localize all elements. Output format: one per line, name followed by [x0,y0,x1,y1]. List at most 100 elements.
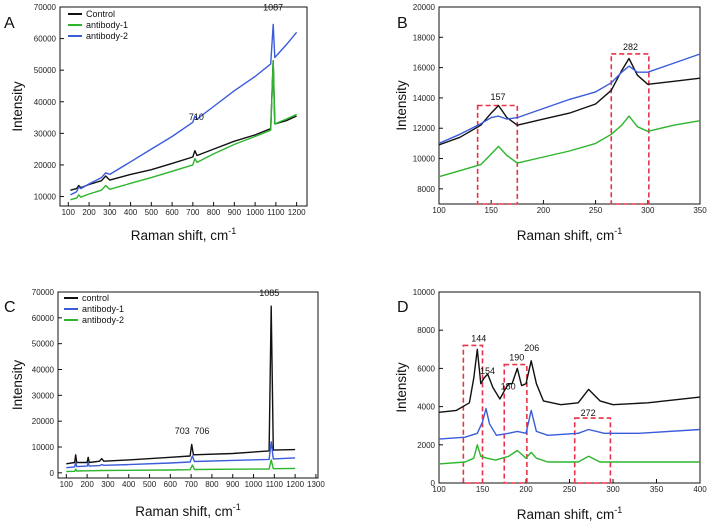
x-tick-label: 1200 [288,208,306,217]
y-tick-label: 20000 [413,3,436,12]
x-tick-label: 700 [186,208,200,217]
highlight-box [610,53,650,205]
y-axis-title: Intensity [394,362,409,413]
x-tick-label: 100 [432,485,446,494]
peak-label: 706 [194,426,209,436]
plot-frame [57,291,319,479]
x-tick-label: 500 [143,480,157,489]
y-tick-label: 2000 [417,441,435,450]
x-tick-label: 800 [205,480,219,489]
x-tick-label: 350 [650,485,664,494]
series-line-Control [70,60,297,191]
panel-C: 100 200 300 400 500 600 700 800 900 1000 1100 1200 1… [10,288,325,519]
y-tick-label: 10000 [413,288,436,297]
panel-A: 100 200 300 400 500 600 700 800 900 1000 1100 1200 1… [10,2,308,243]
peak-label: 206 [524,343,539,353]
peak-label: 1085 [259,288,279,298]
y-tick-label: 40000 [32,366,55,375]
series-line-antibody-2 [438,407,701,440]
x-tick-label: 1200 [286,480,304,489]
y-tick-label: 70000 [32,288,55,297]
panel-D: 100 150 200 250 300 350 4000200040006000800010… [394,288,707,522]
series-line-antibody-1 [70,60,297,201]
x-tick-label: 800 [207,208,221,217]
x-tick-label: 1300 [307,480,325,489]
x-tick-label: 1000 [245,480,263,489]
x-axis-title: Raman shift, cm-1 [517,226,623,243]
series-line-antibody-1 [438,444,700,465]
y-tick-label: 8000 [417,326,435,335]
legend-entry: Control [86,9,115,19]
peak-label: 272 [581,408,596,418]
legend-entry: antibody-1 [82,304,124,314]
peak-label: 710 [189,112,204,122]
x-tick-label: 1000 [246,208,264,217]
y-tick-label: 50000 [32,340,55,349]
x-tick-label: 200 [80,480,94,489]
x-axis-title: Raman shift, cm-1 [517,505,623,522]
y-tick-label: 30000 [34,129,57,138]
peak-label: 144 [471,334,486,344]
x-tick-label: 100 [62,208,76,217]
highlight-box [476,104,519,205]
peak-label: 703 [175,426,190,436]
x-tick-label: 600 [164,480,178,489]
x-tick-label: 900 [228,208,242,217]
y-tick-label: 70000 [34,3,57,12]
peak-label: 154 [480,366,495,376]
x-tick-label: 300 [641,206,655,215]
x-tick-label: 100 [432,206,446,215]
x-tick-label: 150 [476,485,490,494]
x-tick-label: 250 [563,485,577,494]
panel-label-C: C [4,299,16,316]
x-tick-label: 250 [589,206,603,215]
peak-label: 157 [491,92,506,102]
x-tick-label: 900 [226,480,240,489]
y-tick-label: 12000 [413,124,436,133]
x-tick-label: 300 [103,208,117,217]
y-tick-label: 8000 [417,185,435,194]
y-tick-label: 16000 [413,64,436,73]
x-tick-label: 350 [693,206,707,215]
x-tick-label: 300 [606,485,620,494]
peak-label: 180 [501,381,516,391]
y-tick-label: 0 [431,479,436,488]
x-tick-label: 300 [101,480,115,489]
x-tick-label: 400 [122,480,136,489]
x-tick-label: 200 [537,206,551,215]
x-tick-label: 400 [693,485,707,494]
highlight-box [462,344,484,484]
panel-label-A: A [4,15,15,32]
y-tick-label: 60000 [34,35,57,44]
y-tick-label: 40000 [34,98,57,107]
panel-B: 100 150 200 250 300 350 8000 10000 12000 14000 160… [394,3,707,243]
y-tick-label: 30000 [32,391,55,400]
peak-label: 190 [509,353,524,363]
y-tick-label: 10000 [32,443,55,452]
legend-entry: antibody-2 [86,31,128,41]
x-tick-label: 200 [519,485,533,494]
y-tick-label: 6000 [417,364,435,373]
y-axis-title: Intensity [10,360,25,411]
x-tick-label: 150 [485,206,499,215]
y-tick-label: 20000 [34,161,57,170]
x-tick-label: 100 [60,480,74,489]
legend-entry: control [82,293,109,303]
series-line-antibody-1 [438,115,701,178]
y-tick-label: 4000 [417,403,435,412]
x-tick-label: 600 [165,208,179,217]
y-tick-label: 50000 [34,66,57,75]
legend-entry: antibody-2 [82,315,124,325]
highlight-box [503,363,528,484]
x-tick-label: 400 [124,208,138,217]
series-line-antibody-2 [70,23,298,196]
plot-frame [59,6,308,207]
plot-frame [438,291,701,484]
plot-frame [438,6,701,205]
x-axis-title: Raman shift, cm-1 [135,502,241,519]
y-tick-label: 10000 [413,155,436,164]
y-tick-label: 14000 [413,94,436,103]
series-line-control [66,305,296,465]
y-axis-title: Intensity [10,81,25,132]
